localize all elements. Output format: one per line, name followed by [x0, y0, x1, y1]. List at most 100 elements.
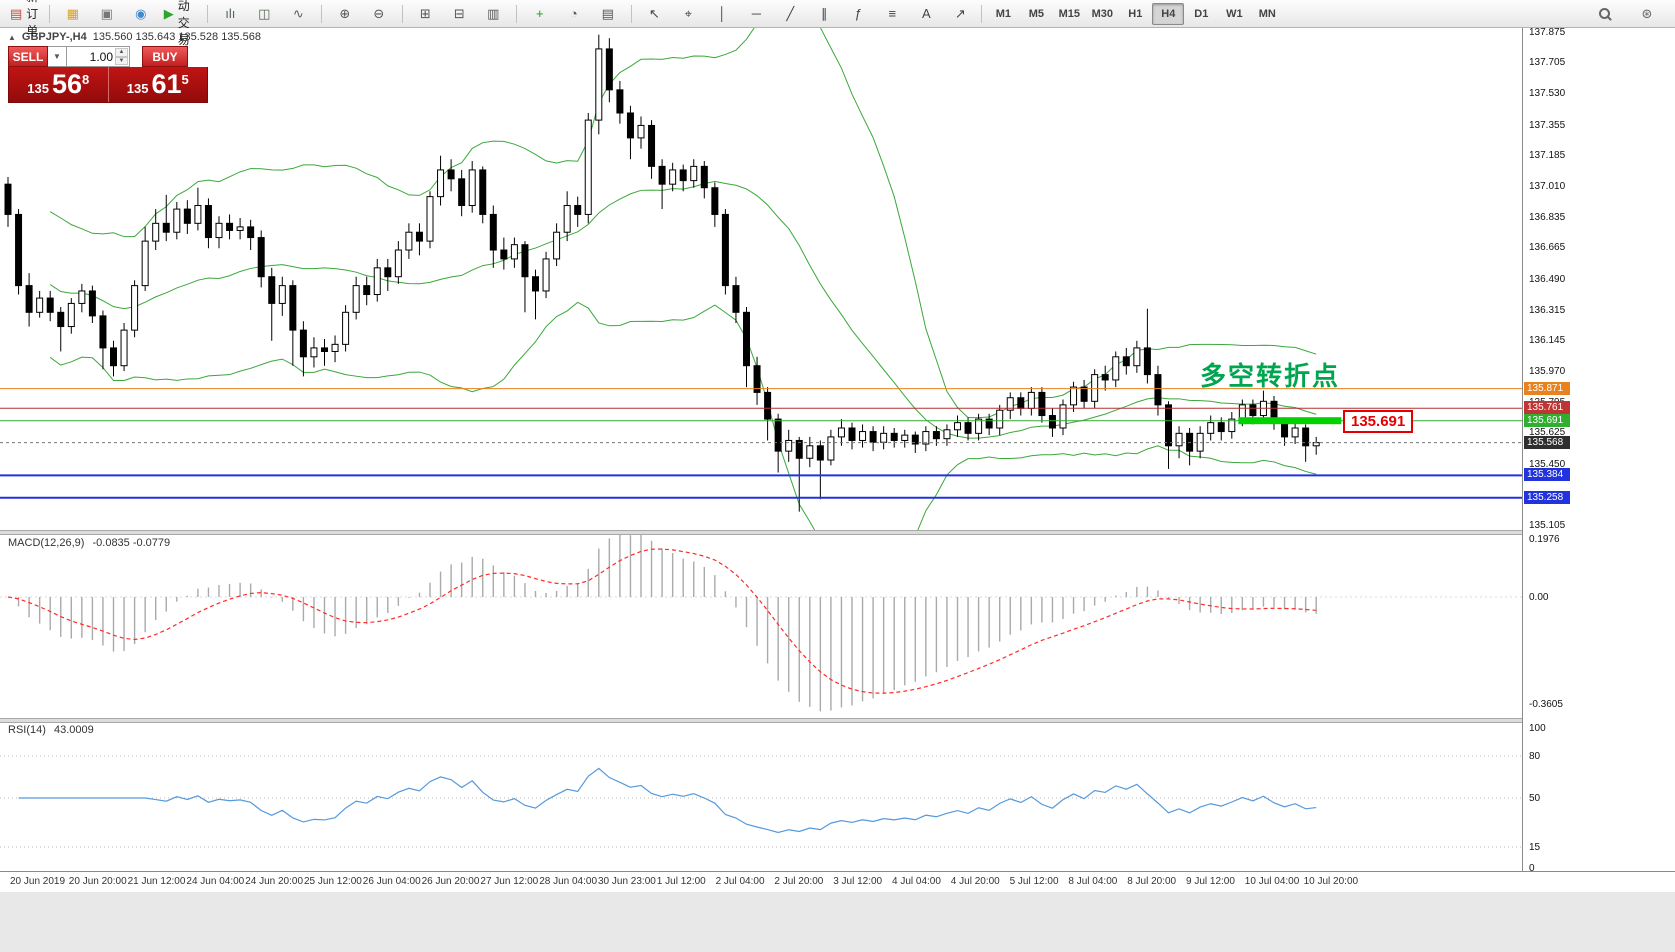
- time-axis-label: 30 Jun 23:00: [598, 876, 656, 887]
- templates-button[interactable]: ▤: [592, 2, 624, 26]
- favorites-icon: ▦: [66, 6, 79, 21]
- cascade-windows-button[interactable]: ⊟: [443, 2, 475, 26]
- volume-preset-dropdown[interactable]: ▼: [48, 46, 67, 67]
- new-order-icon: ▤: [9, 6, 23, 21]
- sell-button[interactable]: SELL: [8, 46, 48, 67]
- arrows-tool[interactable]: ↗: [944, 2, 976, 26]
- line-chart-icon: ∿: [292, 6, 304, 21]
- price-chart-canvas[interactable]: [0, 28, 1522, 530]
- chart-text-annotation[interactable]: 多空转折点: [1200, 361, 1341, 391]
- price-level-label: 135.258: [1524, 490, 1570, 504]
- vertical-line-tool[interactable]: │: [706, 2, 738, 26]
- auto-trading-button[interactable]: ▶自动交易: [159, 0, 200, 47]
- buy-button[interactable]: BUY: [142, 46, 188, 67]
- price-axis-tick: 135.450: [1529, 458, 1566, 470]
- grid-tool[interactable]: ≡: [876, 2, 908, 26]
- timeframe-m30-button[interactable]: M30: [1091, 7, 1114, 20]
- horizontal-line-icon: ─: [751, 6, 761, 21]
- price-level-label: 135.871: [1524, 381, 1570, 395]
- price-axis-tick: 137.355: [1529, 119, 1566, 131]
- spinner-up-icon[interactable]: ▲: [115, 48, 128, 57]
- zoom-in-icon: ⊕: [339, 6, 351, 21]
- buy-price-display[interactable]: 135 61 5: [107, 67, 208, 102]
- macd-panel-canvas[interactable]: [0, 533, 1522, 718]
- rsi-axis-tick: 15: [1529, 842, 1541, 853]
- candlestick-chart-button[interactable]: ◫: [248, 2, 280, 26]
- ohlc-values: 135.560 135.643 135.528 135.568: [92, 31, 261, 43]
- buy-price-prefix: 135: [126, 81, 149, 96]
- crosshair-tool[interactable]: ⌖: [672, 2, 704, 26]
- timeframe-w1-button[interactable]: W1: [1226, 7, 1243, 20]
- time-axis-label: 10 Jul 20:00: [1303, 876, 1359, 887]
- periods-button[interactable]: ◔: [558, 2, 590, 26]
- timeframe-m5-button[interactable]: M5: [1028, 7, 1044, 20]
- fibonacci-tool[interactable]: ƒ: [842, 2, 874, 26]
- vertical-line-icon: │: [718, 6, 727, 21]
- rsi-panel-divider[interactable]: [0, 718, 1675, 723]
- time-axis-label: 24 Jun 04:00: [186, 876, 245, 887]
- profile-icon: ▣: [100, 6, 113, 21]
- candlestick-icon: ◫: [258, 6, 271, 21]
- rsi-indicator-label: RSI(14) 43.0009: [8, 724, 94, 736]
- symbol-timeframe-label: GBPJPY-,H4: [21, 31, 87, 43]
- sell-price-display[interactable]: 135 56 8: [9, 67, 108, 102]
- timeframe-d1-button[interactable]: D1: [1194, 7, 1209, 20]
- line-chart-button[interactable]: ∿: [282, 2, 314, 26]
- price-level-tag[interactable]: 135.691: [1343, 410, 1414, 433]
- arrange-windows-button[interactable]: ▥: [477, 2, 509, 26]
- price-axis-tick: 135.625: [1529, 427, 1566, 439]
- cursor-tool[interactable]: ↖: [638, 2, 670, 26]
- search-button[interactable]: [1589, 2, 1621, 26]
- settings-button[interactable]: ⊛: [1631, 2, 1663, 26]
- time-axis[interactable]: 20 Jun 2019 20 Jun 20:00 21 Jun 12:00 24 Ju…: [0, 871, 1675, 892]
- new-order-button[interactable]: ▤新订单: [6, 0, 42, 38]
- channel-icon: ∥: [821, 6, 828, 21]
- timeframe-h1-button[interactable]: H1: [1128, 7, 1143, 20]
- collapse-panel-icon[interactable]: ▲: [8, 32, 16, 42]
- time-axis-label: 20 Jun 20:00: [68, 876, 127, 887]
- text-tool[interactable]: A: [910, 2, 942, 26]
- time-axis-label: 26 Jun 20:00: [421, 876, 480, 887]
- bar-chart-button[interactable]: ılı: [214, 2, 246, 26]
- price-axis-tick: 137.530: [1529, 88, 1566, 100]
- toolbar-separator: [206, 4, 208, 23]
- macd-panel-divider[interactable]: [0, 530, 1675, 535]
- price-axis[interactable]: 137.875 137.705 137.530 137.355 137.185 137.0…: [1522, 27, 1675, 874]
- arrange-windows-icon: ▥: [487, 6, 500, 21]
- time-axis-label: 28 Jun 04:00: [539, 876, 598, 887]
- time-axis-label: 27 Jun 12:00: [480, 876, 539, 887]
- channel-tool[interactable]: ∥: [808, 2, 840, 26]
- community-button[interactable]: ◉: [125, 2, 157, 26]
- trendline-tool[interactable]: ╱: [774, 2, 806, 26]
- timeframe-m1-button[interactable]: M1: [995, 7, 1011, 20]
- tile-windows-button[interactable]: ⊞: [409, 2, 441, 26]
- toolbar-button-groups: ▤新订单▦▣◉▶自动交易ılı◫∿⊕⊖⊞⊟▥+◔▤↖⌖│─╱∥ƒ≡A↗: [6, 0, 976, 47]
- timeframe-h4-button[interactable]: H4: [1152, 2, 1185, 25]
- chart-header: ▲ GBPJPY-,H4 135.560 135.643 135.528 135…: [8, 31, 261, 43]
- time-axis-label: 24 Jun 20:00: [245, 876, 304, 887]
- globe-icon: ◉: [135, 6, 147, 21]
- time-axis-label: 4 Jul 04:00: [892, 876, 941, 887]
- timeframe-mn-button[interactable]: MN: [1258, 7, 1276, 20]
- macd-axis-tick: 0.00: [1529, 592, 1549, 603]
- zoom-out-button[interactable]: ⊖: [363, 2, 395, 26]
- highlight-level-bar[interactable]: [1238, 417, 1342, 425]
- volume-value[interactable]: 1.00: [89, 49, 113, 64]
- spinner-down-icon[interactable]: ▼: [115, 56, 128, 65]
- zoom-in-button[interactable]: ⊕: [329, 2, 361, 26]
- rsi-panel-canvas[interactable]: [0, 721, 1522, 869]
- toolbar-separator: [981, 4, 983, 23]
- main-toolbar: ▤新订单▦▣◉▶自动交易ılı◫∿⊕⊖⊞⊟▥+◔▤↖⌖│─╱∥ƒ≡A↗ M1M5…: [0, 0, 1675, 47]
- profile-button[interactable]: ▣: [91, 2, 123, 26]
- buy-price-sup: 5: [181, 72, 189, 87]
- horizontal-line-tool[interactable]: ─: [740, 2, 772, 26]
- timeframe-m15-button[interactable]: M15: [1058, 7, 1081, 20]
- favorites-button[interactable]: ▦: [57, 2, 89, 26]
- template-icon: ▤: [601, 6, 614, 21]
- price-level-label: 135.691: [1524, 413, 1570, 427]
- rsi-name: RSI(14): [8, 724, 46, 736]
- indicators-button[interactable]: +: [524, 2, 556, 26]
- rsi-value: 43.0009: [53, 724, 94, 736]
- new-order-button-label: 新订单: [26, 0, 39, 38]
- volume-field[interactable]: 1.00 ▲ ▼: [67, 46, 130, 67]
